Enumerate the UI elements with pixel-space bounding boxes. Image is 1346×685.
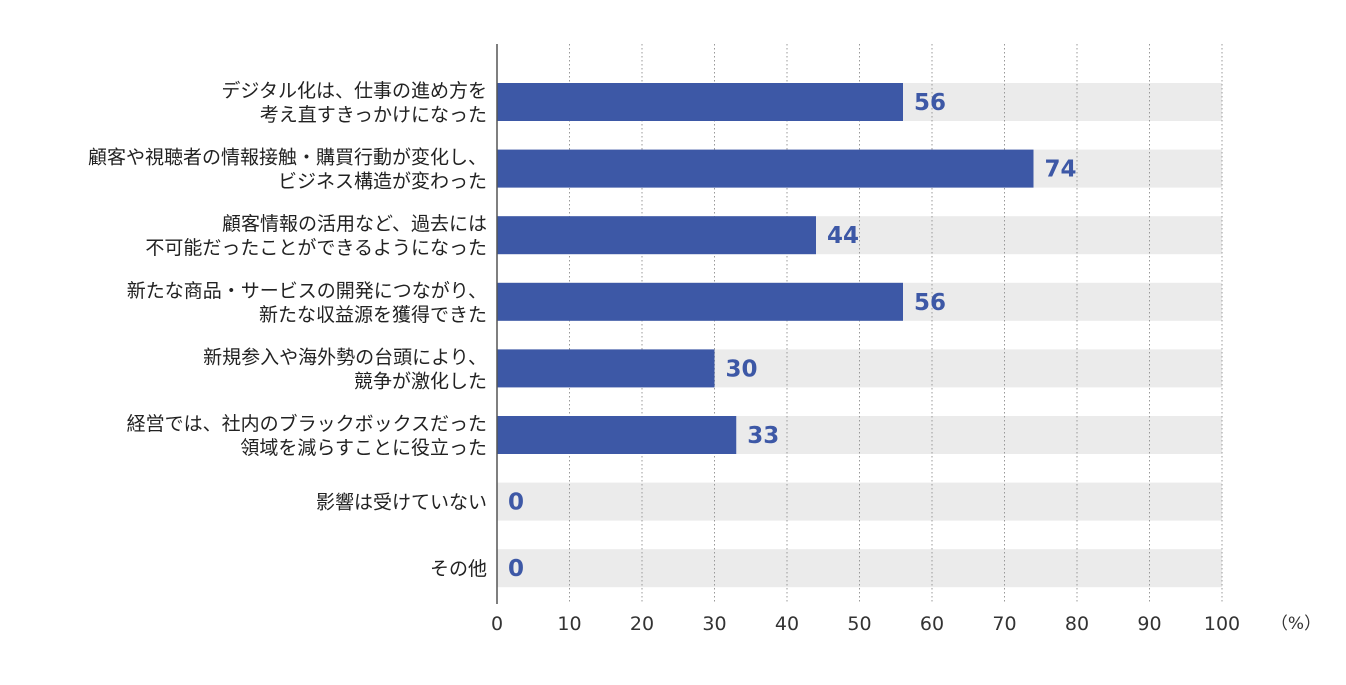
category-label: 不可能だったことができるようになった: [145, 237, 487, 259]
category-label: 領域を減らすことに役立った: [240, 437, 487, 459]
value-label: 74: [1045, 157, 1077, 183]
value-label: 33: [747, 423, 779, 449]
category-label: その他: [430, 558, 487, 580]
tick-label: 40: [775, 613, 799, 635]
category-label: 影響は受けていない: [316, 492, 487, 514]
bar: [497, 83, 903, 121]
tick-label: 70: [992, 613, 1016, 635]
bar: [497, 282, 903, 321]
category-label: 新たな収益源を獲得できた: [259, 304, 487, 326]
category-label: 顧客や視聴者の情報接触・購買行動が変化し、: [88, 147, 487, 169]
tick-label: 20: [630, 613, 654, 635]
category-label: 考え直すきっかけになった: [260, 104, 487, 126]
bars: [497, 83, 1034, 454]
tick-label: 100: [1204, 613, 1240, 635]
tick-label: 10: [557, 613, 581, 635]
value-label: 30: [726, 356, 758, 382]
tick-label: 30: [702, 613, 726, 635]
category-label: 顧客情報の活用など、過去には: [222, 213, 487, 235]
category-label: デジタル化は、仕事の進め方を: [221, 80, 487, 102]
tick-label: 0: [491, 613, 503, 635]
value-label: 56: [914, 290, 946, 316]
category-label: 新たな商品・サービスの開発につながり、: [127, 280, 487, 302]
tick-label: 90: [1137, 613, 1161, 635]
bar: [497, 216, 816, 255]
value-label: 0: [508, 490, 524, 516]
bar: [497, 149, 1034, 188]
tick-labels: 0 10 20 30 40 50 60 70 80 90 100: [491, 613, 1240, 635]
tick-label: 60: [920, 613, 944, 635]
tick-label: 50: [847, 613, 871, 635]
bar: [497, 416, 737, 454]
category-labels: デジタル化は、仕事の進め方を考え直すきっかけになった顧客や視聴者の情報接触・購買…: [88, 80, 487, 580]
tick-label: 80: [1065, 613, 1089, 635]
unit-label: （%）: [1271, 614, 1321, 634]
category-label: 競争が激化した: [354, 370, 487, 392]
value-label: 0: [508, 556, 524, 582]
category-label: ビジネス構造が変わった: [278, 171, 487, 193]
category-label: 経営では、社内のブラックボックスだった: [127, 412, 487, 435]
category-label: 新規参入や海外勢の台頭により、: [203, 346, 487, 368]
grid-lines: [569, 44, 1223, 604]
value-label: 44: [827, 223, 859, 249]
value-label: 56: [914, 90, 946, 116]
value-labels: 56 74 44 56 30 33 0 0: [508, 90, 1077, 582]
bar: [497, 349, 715, 388]
